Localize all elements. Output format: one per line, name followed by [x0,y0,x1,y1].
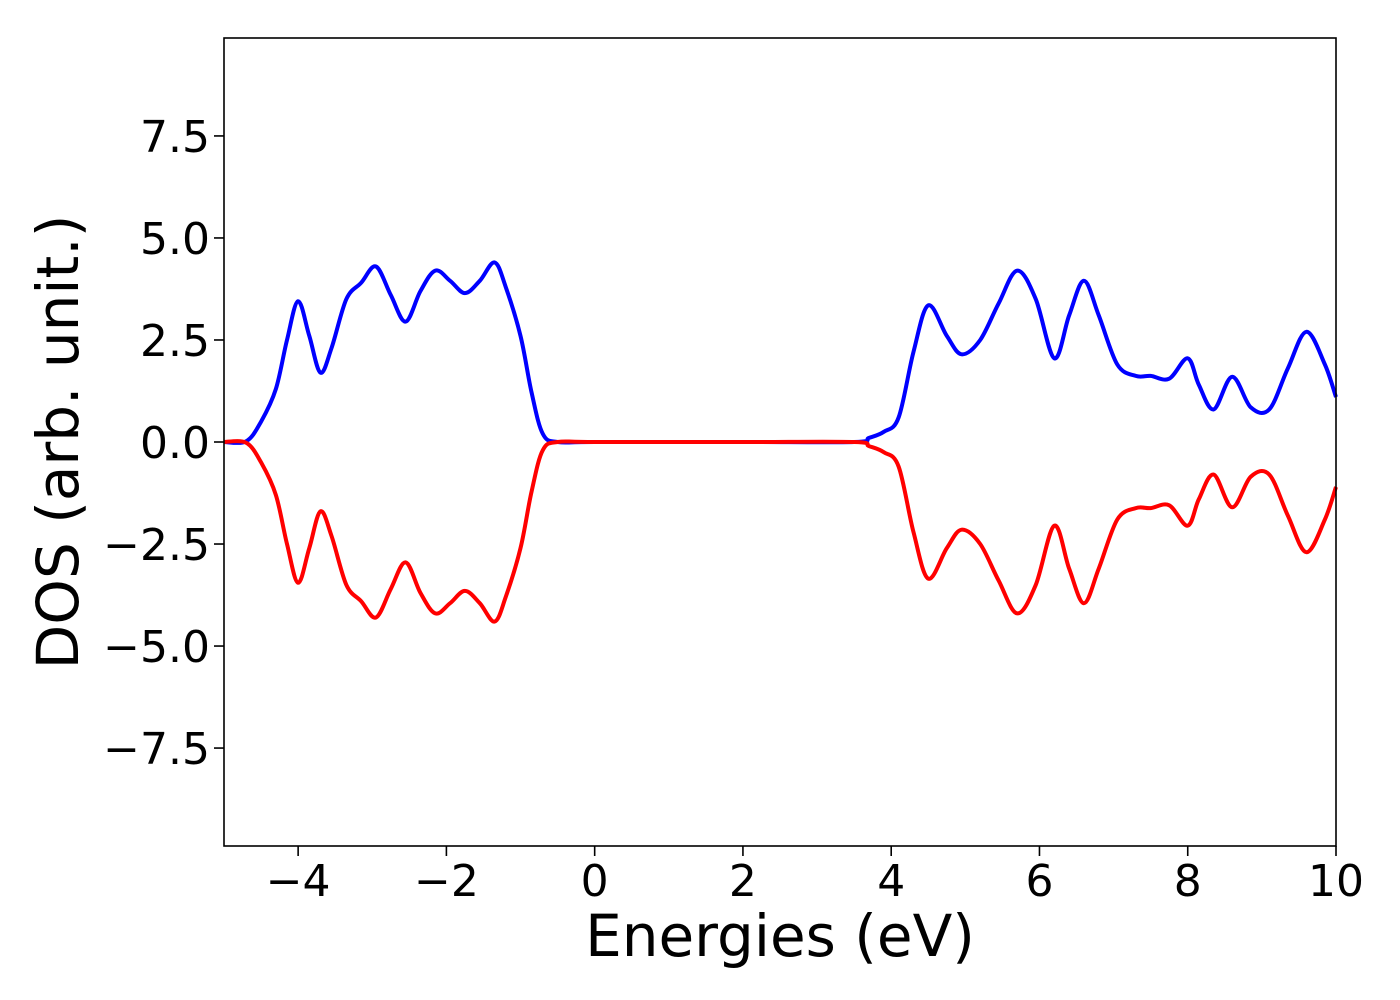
x-tick-label: 4 [877,856,905,907]
y-tick-label: 7.5 [140,112,210,163]
y-axis-ticks: −7.5 −5.0 −2.5 0.0 2.5 5.0 7.5 [103,112,224,775]
y-tick-label: −5.0 [103,622,210,673]
x-tick-label: 0 [581,856,609,907]
x-tick-label: 10 [1308,856,1364,907]
y-tick-label: −7.5 [103,724,210,775]
y-axis-label: DOS (arb. unit.) [24,215,92,670]
x-axis-label: Energies (eV) [585,902,975,970]
x-tick-label: −2 [414,856,479,907]
series-line-down [223,439,1338,624]
series-layer [223,260,1338,624]
y-tick-label: 0.0 [140,418,210,469]
x-tick-label: 6 [1025,856,1053,907]
x-axis-ticks: −4 −2 0 2 4 6 8 10 [266,846,1364,907]
x-tick-label: 8 [1174,856,1202,907]
y-tick-label: 2.5 [140,316,210,367]
series-line-up [223,260,1338,445]
y-tick-label: −2.5 [103,520,210,571]
x-tick-label: 2 [729,856,757,907]
y-tick-label: 5.0 [140,214,210,265]
x-tick-label: −4 [266,856,331,907]
